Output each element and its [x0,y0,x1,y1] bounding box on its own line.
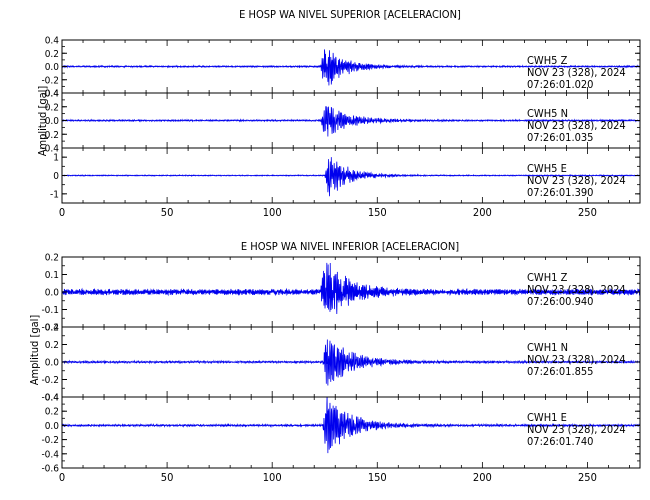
y-tick-label: 0.0 [45,358,60,369]
record-time-label: 07:26:00.940 [527,295,593,308]
x-tick-label: 200 [473,206,492,219]
y-tick-label: -0.2 [41,375,59,386]
y-tick-label: 0.0 [45,288,60,299]
y-tick-label: -0.2 [41,75,59,86]
waveform-trace [62,105,640,137]
top-y-axis-label: Amplitud [gal] [36,86,49,157]
y-tick-label: 0.4 [45,36,60,47]
station-channel-label: CWH5 Z [527,54,568,67]
y-tick-label: -0.2 [41,130,59,141]
y-tick-label: -0.6 [41,464,59,475]
station-channel-label: CWH5 E [527,162,567,175]
y-tick-label: -0.1 [41,305,59,316]
x-tick-label: 250 [578,471,597,484]
station-channel-label: CWH5 N [527,107,568,120]
waveform-trace [62,262,640,314]
bottom-y-axis-label: Amplitud [gal] [28,315,41,386]
y-tick-label: 0.2 [45,49,59,60]
record-time-label: 07:26:01.855 [527,365,593,378]
y-tick-label: 0.4 [45,393,60,404]
record-time-label: 07:26:01.035 [527,131,593,144]
y-tick-label: 0.4 [45,89,60,100]
y-tick-label: -0.2 [41,323,59,334]
record-date-label: NOV 23 (328), 2024 [527,353,626,366]
y-tick-label: -0.4 [41,144,59,155]
panel-cwh1-e: -0.6 -0.4 -0.2 0.0 0.2 0.4 0 50 100 150 200 250 CWH1… [41,393,641,484]
record-time-label: 07:26:01.020 [527,78,593,91]
waveform-trace [62,157,640,197]
top-figure-title: E HOSP WA NIVEL SUPERIOR [ACELERACION] [239,8,461,21]
y-tick-label: -1 [50,189,59,200]
x-tick-label: 50 [161,206,174,219]
y-tick-label: -0.4 [41,89,59,100]
x-tick-label: 150 [368,206,387,219]
x-tick-label: 100 [263,471,282,484]
x-tick-label: 0 [59,206,65,219]
bottom-figure-title: E HOSP WA NIVEL INFERIOR [ACELERACION] [241,240,459,253]
station-channel-label: CWH1 E [527,411,567,424]
y-tick-label: 0.0 [45,116,60,127]
y-tick-label: 0.2 [45,102,59,113]
x-tick-label: 100 [263,206,282,219]
record-date-label: NOV 23 (328), 2024 [527,119,626,132]
waveform-trace [62,397,640,454]
y-tick-label: 0 [53,171,59,182]
x-tick-label: 0 [59,471,65,484]
record-date-label: NOV 23 (328), 2024 [527,283,626,296]
y-tick-label: 0.0 [45,62,60,73]
x-tick-label: 150 [368,471,387,484]
record-date-label: NOV 23 (328), 2024 [527,423,626,436]
y-tick-label: -0.4 [41,393,59,404]
record-date-label: NOV 23 (328), 2024 [527,174,626,187]
y-tick-label: 0.2 [45,340,59,351]
y-tick-label: 0.0 [45,421,60,432]
x-tick-label: 250 [578,206,597,219]
record-time-label: 07:26:01.390 [527,186,593,199]
x-tick-label: 200 [473,471,492,484]
y-tick-label: -0.4 [41,449,59,460]
waveform-trace [62,339,640,386]
y-tick-label: 0.2 [45,407,59,418]
station-channel-label: CWH1 Z [527,271,568,284]
y-tick-label: 0.1 [45,270,59,281]
record-date-label: NOV 23 (328), 2024 [527,66,626,79]
y-tick-label: 1 [53,153,59,164]
station-channel-label: CWH1 N [527,341,568,354]
record-time-label: 07:26:01.740 [527,435,593,448]
y-tick-label: 0.4 [45,323,60,334]
y-tick-label: 0.2 [45,253,59,264]
x-tick-label: 50 [161,471,174,484]
waveform-trace [62,49,640,86]
y-tick-label: -0.2 [41,435,59,446]
